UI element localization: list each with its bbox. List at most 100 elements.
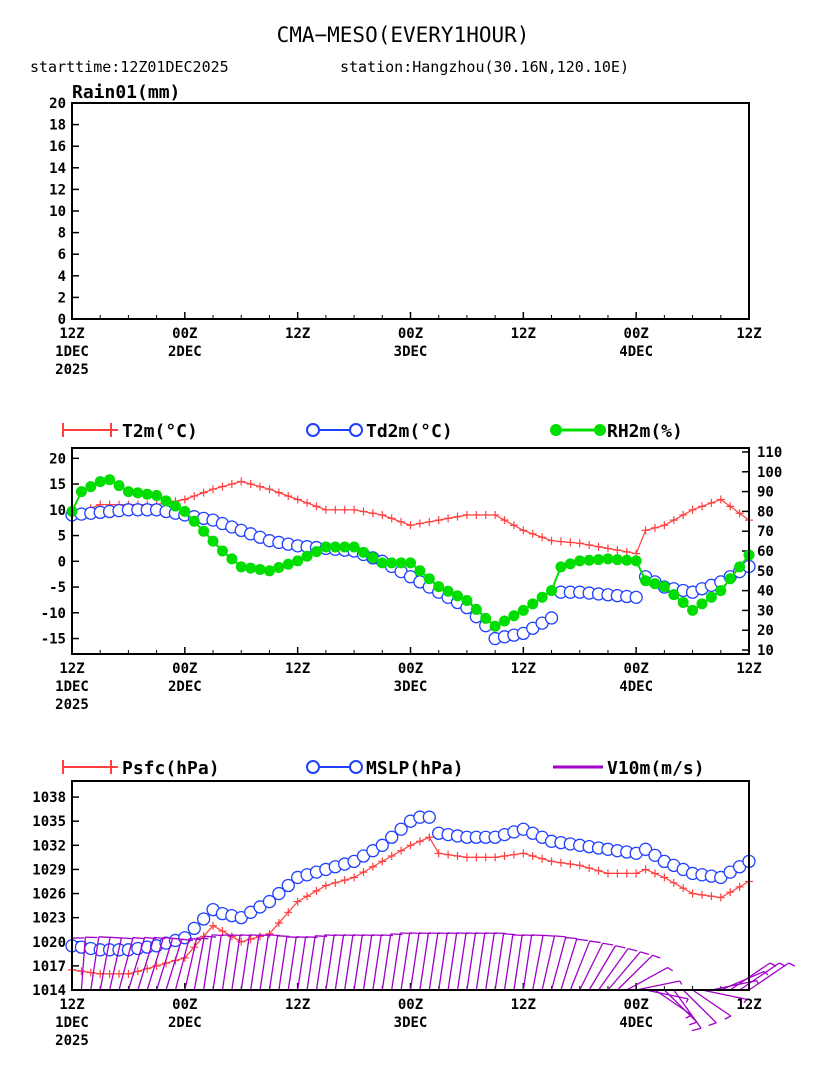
t2m-point: [312, 502, 321, 511]
y-tick-label: -10: [41, 606, 66, 622]
psfc-point: [397, 846, 406, 855]
x-tick-label: 4DEC: [619, 1015, 653, 1031]
x-tick-label: 12Z: [59, 997, 84, 1013]
mslp-point: [196, 912, 211, 926]
x-tick-label: 12Z: [511, 997, 536, 1013]
y-right-tick-label: 100: [757, 465, 782, 481]
wind-barb-staff: [598, 948, 629, 991]
y-tick-label: 1014: [32, 983, 66, 999]
psfc-point: [481, 853, 490, 862]
rh2m-point: [216, 545, 228, 557]
rh2m-point: [235, 561, 247, 573]
x-tick-label: 1DEC: [55, 1015, 89, 1031]
t2m-point: [500, 516, 509, 525]
rh2m-point: [132, 487, 144, 499]
wind-barb-staff: [409, 932, 420, 991]
y-tick-label: 12: [49, 182, 66, 198]
temperature-plot-frame: [71, 447, 750, 655]
psfc-point: [472, 853, 481, 862]
psfc-point: [105, 969, 114, 978]
psfc-point: [547, 857, 556, 866]
t2m-point: [331, 505, 340, 514]
t2m-point: [556, 537, 565, 546]
rh2m-point: [489, 620, 501, 632]
t2m-point: [397, 517, 406, 526]
rh2m-point: [75, 486, 87, 498]
x-tick-label: 3DEC: [394, 344, 428, 360]
x-tick-label: 1DEC: [55, 679, 89, 695]
rh2m-point: [104, 474, 116, 486]
rh2m-point: [705, 591, 717, 603]
psfc-point: [735, 882, 744, 891]
mslp-point: [385, 830, 399, 844]
rh2m-point: [367, 552, 379, 564]
t2m-point: [594, 542, 603, 551]
t2m-point: [566, 538, 575, 547]
wind-barb-feather: [554, 935, 567, 938]
t2m-point: [368, 509, 377, 518]
t2m-point: [387, 514, 396, 523]
rh2m-point: [245, 562, 257, 574]
psfc-point: [303, 892, 312, 901]
y-tick-label: 1029: [32, 862, 66, 878]
wind-barb-staff: [701, 989, 747, 1000]
psfc-point: [726, 888, 735, 897]
wind-barb-staff: [174, 938, 190, 991]
wind-barb-staff: [325, 934, 335, 991]
t2m-point: [340, 505, 349, 514]
y-right-tick-label: 10: [757, 643, 774, 659]
legend-rh2m: RH2m(%): [550, 421, 683, 442]
t2m-line: [71, 480, 750, 555]
t2m-point: [284, 492, 293, 501]
psfc-point: [679, 884, 688, 893]
psfc-point: [256, 932, 265, 941]
y-tick-label: 18: [49, 118, 66, 134]
psfc-point: [688, 889, 697, 898]
t2m-point: [180, 495, 189, 504]
rh2m-point: [320, 541, 332, 553]
temperature-axes: -15 -10 -5 0 5 10 15 20 10 20 30 40 50 60 70 80 90 100 110…: [41, 445, 783, 713]
wind-barb-staff: [118, 937, 134, 991]
rh2m-point: [546, 585, 558, 597]
t2m-point: [444, 514, 453, 523]
x-tick-label: 1DEC: [55, 344, 89, 360]
wind-barb-staff: [663, 989, 698, 1023]
psfc-point: [350, 873, 359, 882]
x-tick-label: 00Z: [624, 326, 649, 342]
mslp-point: [187, 921, 201, 936]
wind-barb-staff: [80, 937, 86, 991]
x-tick-label: 12Z: [285, 326, 310, 342]
rh2m-point: [357, 546, 369, 558]
wind-barb-feather: [685, 998, 689, 1003]
t2m-point: [237, 477, 246, 486]
y-tick-label: 10: [49, 503, 66, 519]
pressure-wind-panel: Psfc(hPa) MSLP(hPa) V10m(m/s) 1014 1017 10…: [32, 758, 796, 1049]
wind-barb-staff: [287, 936, 297, 991]
wind-barb-staff: [391, 932, 401, 991]
psfc-point: [209, 921, 218, 930]
t2m-point: [547, 536, 556, 545]
y-tick-label: 1020: [32, 935, 66, 951]
wind-barb-staff: [334, 934, 345, 991]
psfc-point: [556, 858, 565, 867]
wind-barb-feather: [627, 948, 638, 952]
wind-barb-staff: [372, 934, 382, 991]
wind-barb-staff: [202, 934, 213, 991]
y-tick-label: 6: [58, 247, 66, 263]
rh2m-point: [376, 557, 388, 569]
temperature-series: [65, 474, 756, 646]
rh2m-point: [555, 561, 567, 573]
psfc-point: [585, 864, 594, 873]
wind-barb-staff: [532, 935, 544, 991]
psfc-point: [359, 868, 368, 877]
y-right-tick-label: 50: [757, 564, 774, 580]
t2m-point: [462, 510, 471, 519]
legend-t2m-label: T2m(°C): [122, 421, 198, 442]
psfc-point: [444, 850, 453, 859]
rh2m-point: [715, 585, 727, 597]
psfc-point: [519, 849, 528, 858]
x-tick-label: 12Z: [285, 997, 310, 1013]
wind-barb-feather: [667, 967, 674, 972]
y-tick-label: 15: [49, 477, 66, 493]
mslp-point: [281, 878, 295, 893]
